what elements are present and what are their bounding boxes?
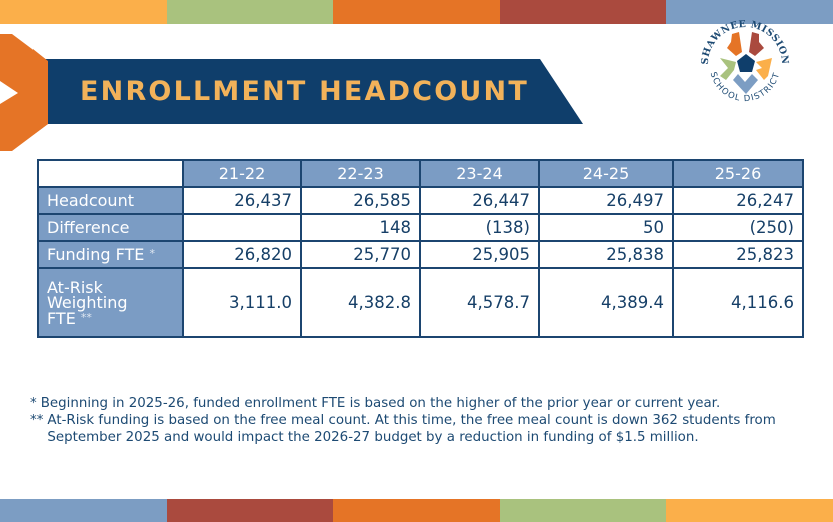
cell: 26,497 bbox=[538, 186, 674, 215]
column-header: 23-24 bbox=[419, 159, 540, 188]
cell: 25,823 bbox=[672, 240, 804, 269]
row-label: At-Risk Weighting FTE ** bbox=[37, 267, 184, 338]
row-label: Difference bbox=[37, 213, 184, 242]
row-label-line: Weighting bbox=[47, 292, 128, 312]
footnote-text: At-Risk funding is based on the free mea… bbox=[47, 413, 776, 445]
cell: 4,389.4 bbox=[538, 267, 674, 338]
footnote-mark: * bbox=[30, 396, 37, 411]
stripe-segment bbox=[499, 499, 667, 522]
cell: 26,585 bbox=[300, 186, 421, 215]
column-header: 25-26 bbox=[672, 159, 804, 188]
stripe-segment bbox=[0, 0, 167, 24]
footnotes: * Beginning in 2025-26, funded enrollmen… bbox=[30, 395, 820, 446]
column-header: 21-22 bbox=[182, 159, 302, 188]
footnote-mark: ** bbox=[30, 413, 44, 428]
cell: 4,382.8 bbox=[300, 267, 421, 338]
stripe-segment bbox=[333, 0, 500, 24]
column-header: 24-25 bbox=[538, 159, 674, 188]
footnote-text: Beginning in 2025-26, funded enrollment … bbox=[40, 396, 721, 411]
cell: (138) bbox=[419, 213, 540, 242]
cell bbox=[182, 213, 302, 242]
page-title: ENROLLMENT HEADCOUNT bbox=[80, 76, 529, 107]
cell: 26,820 bbox=[182, 240, 302, 269]
cell: 4,578.7 bbox=[419, 267, 540, 338]
enrollment-table: 21-22 22-23 23-24 24-25 25-26 Headcount … bbox=[37, 159, 804, 338]
stripe-segment bbox=[666, 499, 833, 522]
row-label-line: FTE ** bbox=[47, 308, 92, 328]
stripe-segment bbox=[666, 0, 833, 24]
table-row-at-risk-fte: At-Risk Weighting FTE ** 3,111.0 4,382.8… bbox=[37, 267, 804, 338]
top-color-stripe bbox=[0, 0, 833, 24]
title-banner bbox=[33, 59, 583, 124]
row-label-text: Funding FTE bbox=[47, 245, 145, 264]
cell: 26,447 bbox=[419, 186, 540, 215]
cell: 50 bbox=[538, 213, 674, 242]
stripe-segment bbox=[166, 0, 334, 24]
row-label-line: At-Risk bbox=[47, 277, 103, 297]
column-header: 22-23 bbox=[300, 159, 421, 188]
cell: 148 bbox=[300, 213, 421, 242]
cell: 4,116.6 bbox=[672, 267, 804, 338]
cell: 25,905 bbox=[419, 240, 540, 269]
cell: 26,247 bbox=[672, 186, 804, 215]
stripe-segment bbox=[333, 499, 500, 522]
cell: 3,111.0 bbox=[182, 267, 302, 338]
footnote-marker: * bbox=[149, 247, 156, 260]
cell: 25,838 bbox=[538, 240, 674, 269]
stripe-segment bbox=[166, 499, 334, 522]
cell: 25,770 bbox=[300, 240, 421, 269]
row-label: Headcount bbox=[37, 186, 184, 215]
row-label: Funding FTE * bbox=[37, 240, 184, 269]
cell: 26,437 bbox=[182, 186, 302, 215]
stripe-segment bbox=[0, 499, 167, 522]
shawnee-mission-logo-icon: SHAWNEE MISSION SCHOOL DISTRICT bbox=[700, 20, 790, 104]
stripe-segment bbox=[499, 0, 667, 24]
footnote: ** At-Risk funding is based on the free … bbox=[30, 412, 820, 446]
table-header-row: 21-22 22-23 23-24 24-25 25-26 bbox=[37, 159, 804, 188]
cell: (250) bbox=[672, 213, 804, 242]
orange-chevron-overlay-icon bbox=[33, 49, 48, 135]
table-row-difference: Difference 148 (138) 50 (250) bbox=[37, 213, 804, 242]
bottom-color-stripe bbox=[0, 499, 833, 522]
footnote-marker: ** bbox=[80, 310, 92, 324]
table-row-funding-fte: Funding FTE * 26,820 25,770 25,905 25,83… bbox=[37, 240, 804, 269]
corner-cell bbox=[37, 159, 184, 188]
table-row-headcount: Headcount 26,437 26,585 26,447 26,497 26… bbox=[37, 186, 804, 215]
footnote: * Beginning in 2025-26, funded enrollmen… bbox=[30, 395, 820, 412]
